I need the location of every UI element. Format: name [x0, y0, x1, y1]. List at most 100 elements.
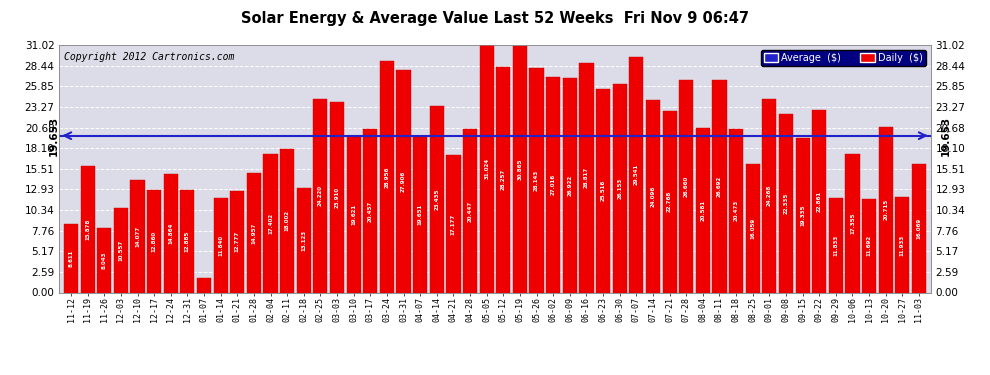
Text: 15.878: 15.878 [85, 219, 90, 240]
Text: 23.435: 23.435 [435, 188, 440, 210]
Text: 16.069: 16.069 [917, 218, 922, 239]
Text: 26.153: 26.153 [617, 177, 622, 199]
Text: 22.768: 22.768 [667, 191, 672, 212]
Bar [562, 78, 577, 292]
Bar [446, 156, 460, 292]
Text: 17.355: 17.355 [850, 213, 855, 234]
Text: Solar Energy & Average Value Last 52 Weeks  Fri Nov 9 06:47: Solar Energy & Average Value Last 52 Wee… [241, 11, 749, 26]
Bar [713, 80, 727, 292]
Bar [396, 70, 411, 292]
Bar [97, 228, 111, 292]
Text: 20.457: 20.457 [368, 200, 373, 222]
Text: 23.910: 23.910 [335, 186, 340, 208]
Bar [363, 129, 377, 292]
Bar [729, 129, 743, 292]
Bar [280, 149, 294, 292]
Bar [613, 84, 627, 292]
Text: 11.933: 11.933 [900, 234, 905, 255]
Bar [380, 62, 394, 292]
Text: 28.143: 28.143 [534, 170, 540, 191]
Text: 16.059: 16.059 [750, 218, 755, 239]
Text: 20.473: 20.473 [734, 200, 739, 222]
Text: 11.833: 11.833 [834, 235, 839, 256]
Bar [214, 198, 228, 292]
Text: 31.024: 31.024 [484, 158, 489, 179]
Bar [197, 278, 211, 292]
Text: 27.906: 27.906 [401, 171, 406, 192]
Bar [64, 224, 78, 292]
Bar [862, 199, 876, 292]
Text: 19.653: 19.653 [49, 116, 58, 156]
Bar [645, 100, 660, 292]
Text: 19.335: 19.335 [800, 205, 805, 226]
Text: 30.865: 30.865 [518, 159, 523, 180]
Bar [314, 99, 328, 292]
Text: 26.692: 26.692 [717, 176, 722, 196]
Text: 13.123: 13.123 [301, 230, 306, 251]
Text: 22.861: 22.861 [817, 191, 822, 212]
Bar [630, 57, 644, 292]
Bar [346, 136, 360, 292]
Bar [579, 63, 594, 292]
Bar [263, 154, 277, 292]
Text: 24.268: 24.268 [767, 185, 772, 206]
Bar [796, 138, 810, 292]
Bar [912, 164, 926, 292]
Text: 11.840: 11.840 [218, 235, 223, 256]
Bar [845, 154, 859, 292]
Bar [879, 127, 893, 292]
Bar [330, 102, 345, 292]
Text: 12.885: 12.885 [185, 231, 190, 252]
Text: 25.516: 25.516 [601, 180, 606, 201]
Text: 12.860: 12.860 [151, 231, 156, 252]
Text: 28.817: 28.817 [584, 167, 589, 188]
Text: 29.541: 29.541 [634, 164, 639, 185]
Bar [745, 164, 759, 292]
Text: 8.043: 8.043 [102, 252, 107, 269]
Bar [779, 114, 793, 292]
Bar [679, 80, 693, 292]
Bar [430, 105, 444, 292]
Bar [297, 188, 311, 292]
Bar [530, 68, 544, 292]
Bar [662, 111, 676, 292]
Text: 17.177: 17.177 [450, 213, 456, 235]
Bar [496, 67, 511, 292]
Bar [163, 174, 178, 292]
Text: 19.621: 19.621 [351, 204, 356, 225]
Bar [80, 166, 95, 292]
Bar [247, 173, 261, 292]
Text: 12.777: 12.777 [235, 231, 240, 252]
Text: 14.957: 14.957 [251, 222, 256, 243]
Bar [546, 77, 560, 292]
Bar [148, 190, 161, 292]
Bar [114, 208, 128, 292]
Bar [696, 128, 710, 292]
Text: 28.956: 28.956 [384, 166, 389, 188]
Text: 27.016: 27.016 [550, 174, 555, 195]
Legend: Average  ($), Daily  ($): Average ($), Daily ($) [760, 50, 926, 66]
Bar [895, 197, 910, 292]
Text: 18.002: 18.002 [285, 210, 290, 231]
Bar [231, 190, 245, 292]
Text: 14.077: 14.077 [135, 226, 140, 247]
Bar [762, 99, 776, 292]
Text: 20.447: 20.447 [467, 200, 472, 222]
Text: 24.096: 24.096 [650, 186, 655, 207]
Text: 11.692: 11.692 [866, 235, 871, 256]
Text: 17.402: 17.402 [268, 213, 273, 234]
Bar [180, 190, 194, 292]
Text: 20.581: 20.581 [700, 200, 705, 221]
Bar [413, 136, 428, 292]
Bar [463, 129, 477, 292]
Text: 22.335: 22.335 [783, 193, 788, 214]
Bar [479, 45, 494, 292]
Text: 26.922: 26.922 [567, 174, 572, 196]
Bar [513, 46, 527, 292]
Text: 19.651: 19.651 [418, 204, 423, 225]
Text: 10.557: 10.557 [119, 240, 124, 261]
Text: 14.864: 14.864 [168, 222, 173, 244]
Text: Copyright 2012 Cartronics.com: Copyright 2012 Cartronics.com [63, 53, 234, 62]
Text: 19.653: 19.653 [940, 116, 950, 156]
Bar [829, 198, 842, 292]
